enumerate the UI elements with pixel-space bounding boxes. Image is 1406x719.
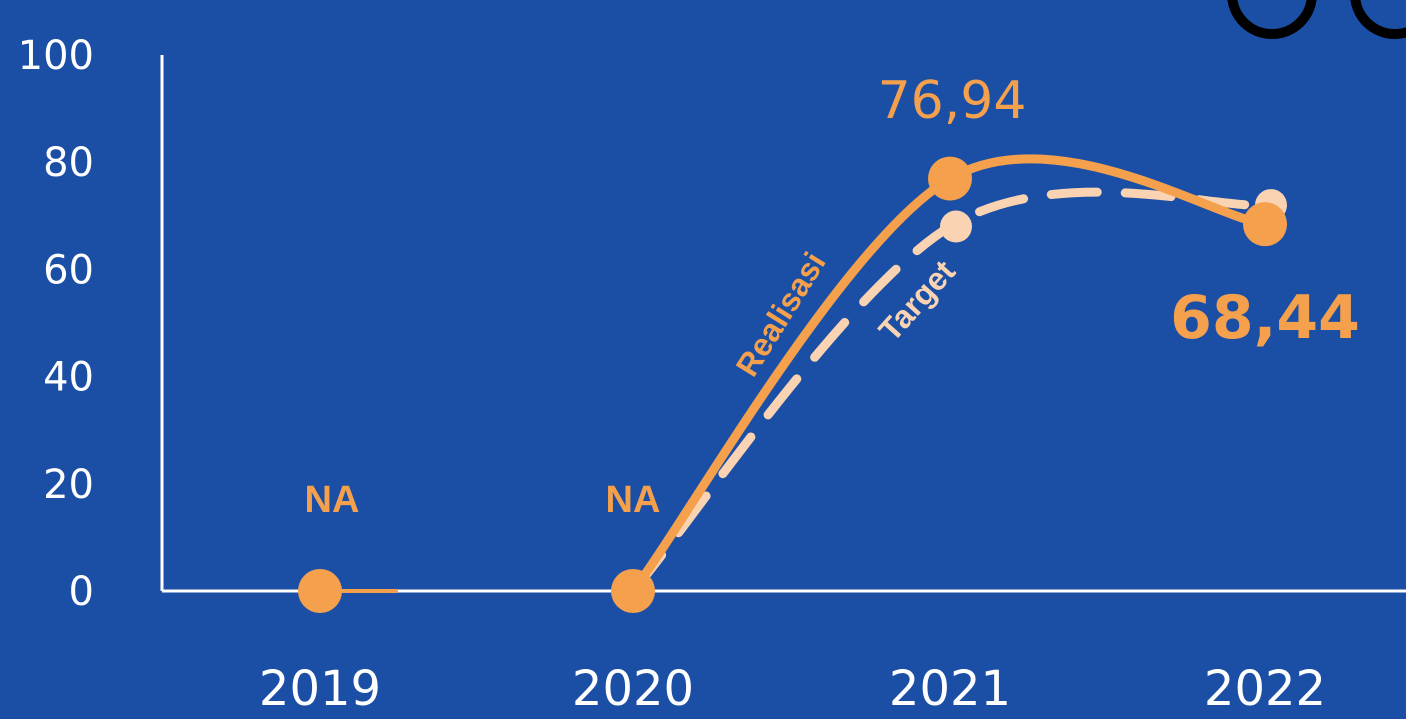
x-tick-label-2021: 2021 [889, 661, 1011, 717]
data-label-realisasi-2020: NA [606, 479, 661, 521]
series-name-label-target: Target [872, 253, 963, 348]
y-tick-labels: 0 20 40 60 80 100 [18, 33, 94, 615]
series-name-labels: Realisasi Target [729, 246, 963, 383]
x-tick-labels: 2019 2020 2021 2022 [259, 661, 1326, 717]
series-line-target [628, 187, 1270, 596]
x-tick-label-2019: 2019 [259, 661, 381, 717]
data-labels: NA NA 76,94 68,44 [305, 71, 1360, 521]
y-tick-label-60: 60 [43, 247, 94, 293]
series-marker-target-1 [940, 210, 972, 243]
series-marker-realisasi-3 [1243, 202, 1287, 247]
corner-circle-icon-2 [1350, 0, 1406, 39]
series-marker-realisasi-2 [928, 156, 972, 201]
y-tick-label-20: 20 [43, 462, 94, 508]
y-tick-label-40: 40 [43, 355, 94, 401]
data-label-realisasi-2022: 68,44 [1170, 283, 1360, 353]
data-label-realisasi-2021: 76,94 [878, 71, 1027, 131]
series-marker-realisasi-1 [611, 569, 655, 613]
series-marker-realisasi-0 [298, 569, 342, 613]
series-line-realisasi [628, 154, 1270, 596]
y-tick-label-100: 100 [18, 33, 94, 79]
series-markers [298, 156, 1287, 613]
y-tick-label-80: 80 [43, 140, 94, 186]
y-tick-label-0: 0 [69, 569, 94, 615]
data-label-realisasi-2019: NA [305, 479, 360, 521]
x-tick-label-2020: 2020 [572, 661, 694, 717]
corner-circle-icon-1 [1227, 0, 1317, 39]
series-lines [320, 154, 1270, 596]
x-tick-label-2022: 2022 [1204, 661, 1326, 717]
